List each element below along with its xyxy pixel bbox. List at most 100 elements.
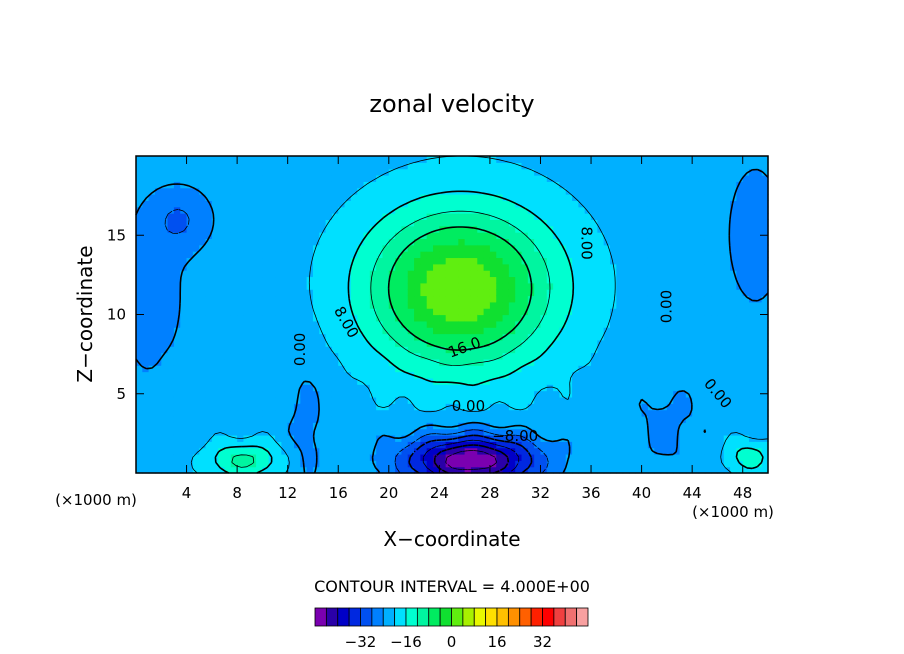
field-cell [553, 453, 561, 461]
field-cell [369, 358, 377, 366]
field-cell [464, 156, 472, 163]
field-cell [610, 447, 617, 455]
field-cell [319, 295, 327, 303]
field-cell [464, 232, 472, 240]
field-cell [610, 219, 617, 227]
field-cell [622, 282, 630, 290]
field-cell [540, 213, 548, 220]
field-cell [426, 181, 434, 189]
field-cell [470, 390, 478, 398]
field-cell [496, 282, 504, 290]
field-cell [470, 333, 478, 341]
field-cell [325, 162, 333, 170]
field-cell [268, 200, 276, 208]
field-cell [591, 390, 598, 398]
field-cell [312, 187, 320, 195]
field-cell [395, 409, 403, 417]
field-cell [496, 358, 504, 366]
field-cell [685, 156, 693, 163]
field-cell [338, 251, 346, 259]
field-cell [591, 314, 598, 322]
field-cell [647, 251, 655, 259]
field-cell [363, 194, 371, 201]
field-cell [622, 396, 630, 404]
field-cell [458, 244, 466, 252]
field-cell [698, 466, 706, 474]
field-cell [281, 213, 289, 220]
field-cell [306, 219, 314, 227]
field-cell [654, 422, 662, 430]
field-cell [325, 219, 333, 227]
field-cell [388, 434, 396, 442]
field-cell [300, 415, 308, 423]
field-cell [761, 441, 769, 449]
field-cell [736, 168, 744, 176]
field-cell [312, 352, 320, 360]
field-cell [148, 415, 156, 423]
field-cell [496, 206, 504, 214]
field-cell [730, 314, 737, 322]
field-cell [723, 295, 731, 303]
field-cell [761, 244, 769, 252]
field-cell [711, 263, 719, 271]
field-cell [578, 339, 586, 347]
field-cell [218, 339, 226, 347]
field-cell [692, 308, 700, 316]
field-cell [350, 352, 358, 360]
field-cell [452, 213, 459, 220]
field-cell [483, 263, 491, 271]
field-cell [730, 327, 737, 335]
field-cell [420, 213, 428, 220]
field-cell [439, 219, 447, 227]
field-cell [698, 358, 706, 366]
field-cell [148, 200, 156, 208]
field-cell [736, 365, 744, 373]
field-cell [426, 175, 434, 182]
field-cell [496, 396, 504, 404]
field-cell [224, 403, 232, 411]
field-cell [268, 194, 276, 201]
field-cell [331, 352, 339, 360]
field-cell [237, 225, 245, 233]
field-cell [224, 453, 232, 461]
field-cell [730, 168, 737, 176]
field-cell [666, 289, 674, 297]
field-cell [647, 371, 655, 379]
field-cell [306, 295, 314, 303]
field-cell [527, 200, 535, 208]
field-cell [148, 365, 156, 373]
field-cell [224, 371, 232, 379]
field-cell [186, 352, 194, 360]
field-cell [382, 422, 390, 430]
field-cell [654, 219, 662, 227]
field-cell [161, 289, 169, 297]
field-cell [312, 339, 320, 347]
field-cell [704, 390, 712, 398]
field-cell [496, 251, 504, 259]
field-cell [628, 453, 636, 461]
field-cell [591, 282, 598, 290]
field-cell [736, 175, 744, 182]
field-cell [205, 213, 213, 220]
field-cell [319, 301, 327, 309]
field-cell [666, 187, 674, 195]
field-cell [723, 181, 731, 189]
field-cell [230, 282, 238, 290]
field-cell [654, 466, 662, 474]
field-cell [679, 219, 687, 227]
field-cell [243, 403, 251, 411]
field-cell [458, 270, 466, 278]
field-cell [628, 409, 636, 417]
field-cell [730, 162, 737, 170]
field-cell [167, 301, 175, 309]
field-cell [205, 346, 213, 354]
field-cell [287, 320, 295, 328]
field-cell [717, 251, 725, 259]
field-cell [186, 181, 194, 189]
field-cell [376, 289, 384, 297]
field-cell [452, 447, 459, 455]
field-cell [521, 194, 529, 201]
field-cell [173, 327, 181, 335]
field-cell [660, 289, 668, 297]
field-cell [249, 441, 257, 449]
